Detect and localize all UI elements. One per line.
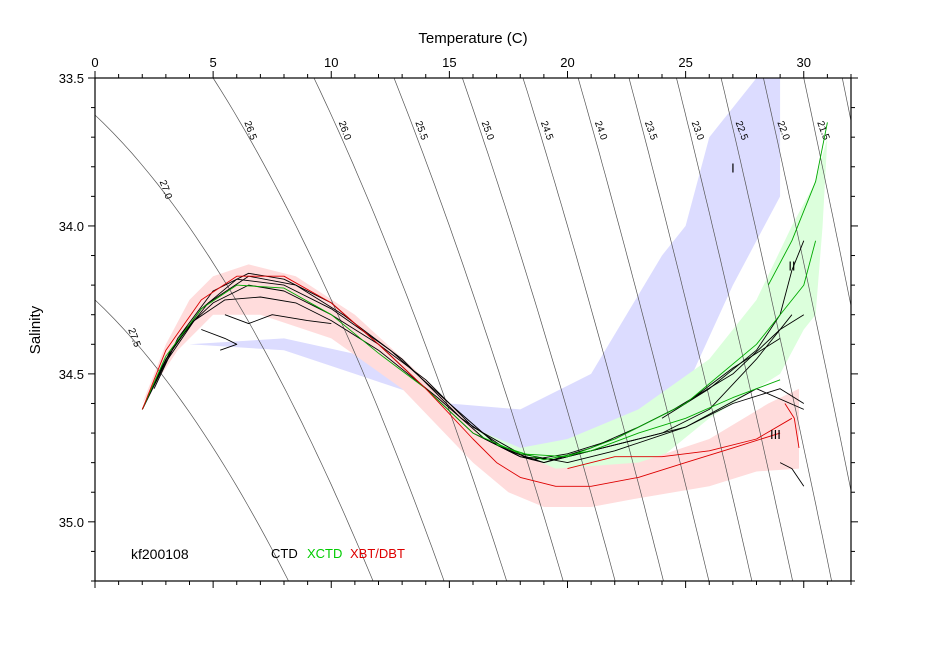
y-axis-title: Salinity: [27, 305, 44, 354]
sigma-label: 27.5: [125, 327, 142, 349]
y-tick-label: 35.0: [59, 515, 84, 530]
profile-line: [141, 275, 781, 487]
sigma-label: 25.0: [479, 120, 496, 142]
legend: CTD XCTD XBT/DBT: [271, 546, 405, 561]
cruise-label: kf200108: [131, 546, 189, 562]
sigma-label: 26.5: [241, 120, 258, 142]
legend-xbt-dbt: XBT/DBT: [350, 546, 405, 561]
x-axis-title: Temperature (C): [418, 30, 527, 47]
sigma-label: 27.0: [157, 179, 174, 201]
sigma-contour: [95, 114, 374, 581]
profile-line: [784, 403, 800, 448]
envelope-II: [449, 137, 828, 487]
sigma-contour: [313, 78, 508, 581]
sigma-contour: [868, 19, 936, 423]
profile-line: [141, 278, 805, 461]
sigma-label: 20.5: [889, 120, 906, 142]
axes: [88, 71, 858, 588]
profile-line: [141, 240, 817, 458]
sigma-contour: [522, 78, 664, 581]
sigma-label: 24.0: [592, 120, 609, 142]
sigma-label: 23.5: [642, 120, 659, 142]
x-tick-label: 15: [442, 55, 456, 70]
sigma-contour: [393, 78, 564, 581]
sigma-label: 24.5: [538, 120, 555, 142]
profile-line: [567, 417, 793, 470]
sigma-contour: [841, 78, 851, 123]
profile-line: [779, 462, 805, 487]
y-tick-label: 34.5: [59, 367, 84, 382]
region-label-I: I: [731, 161, 735, 176]
sigma-contour: [95, 299, 289, 581]
sigma-contour: [212, 78, 445, 581]
sigma-label: 21.0: [852, 120, 869, 142]
legend-xctd: XCTD: [307, 546, 342, 561]
sigma-contour: [577, 78, 710, 581]
sigma-contour: [628, 78, 753, 581]
profile-line: [153, 272, 804, 464]
profile-line: [661, 240, 805, 419]
x-tick-label: 30: [797, 55, 811, 70]
profile-line: [201, 329, 238, 351]
region-label-II: II: [788, 258, 795, 273]
x-tick-label: 10: [324, 55, 338, 70]
plot-area: 27.527.026.5 26.0 25.5 25.0 24.5 24.0 23.5 23.0…: [95, 19, 936, 581]
envelope-III: [142, 264, 800, 507]
profile-line: [496, 379, 781, 461]
region-label-III: III: [770, 427, 781, 442]
sigma-contour: [763, 78, 851, 493]
sigma-contour: [803, 78, 851, 308]
profile-line: [638, 388, 805, 440]
x-tick-label: 0: [91, 55, 98, 70]
sigma-contour: [720, 78, 832, 581]
profile-line: [767, 122, 828, 286]
x-tick-label: 5: [210, 55, 217, 70]
sigma-label: 25.5: [412, 120, 429, 142]
profile-line: [224, 314, 332, 325]
x-tick-label: 20: [560, 55, 574, 70]
envelope-I: [189, 78, 781, 457]
sigma-contour: [676, 78, 793, 581]
sigma-contour: [461, 78, 616, 581]
y-tick-label: 34.0: [59, 219, 84, 234]
y-tick-label: 33.5: [59, 71, 84, 86]
x-tick-label: 25: [678, 55, 692, 70]
legend-ctd: CTD: [271, 546, 298, 561]
